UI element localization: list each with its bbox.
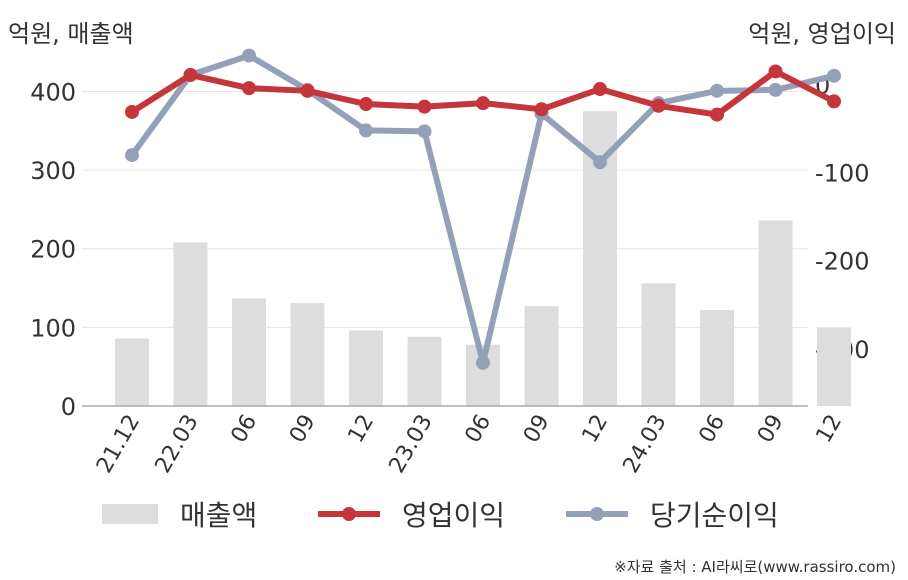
left-tick-label: 300 [30,157,76,185]
left-tick-label: 100 [30,314,76,342]
net-point [359,123,373,138]
legend-swatch-revenue [102,504,158,524]
x-tick-label: 24.03 [619,411,672,478]
operating-point [476,96,490,111]
legend-label-revenue: 매출액 [180,499,258,532]
operating-point [534,102,549,117]
revenue-bar [524,306,559,406]
revenue-bar [641,283,676,406]
legend-swatch-net [566,507,628,521]
x-tick-label: 09 [285,411,321,448]
operating-point [710,107,724,122]
revenue-bar [232,298,266,406]
x-tick-label: 09 [519,411,555,448]
right-axis-unit: 억원, 영업이익 [748,20,896,48]
left-axis-unit: 억원, 매출액 [8,20,134,48]
operating-point [242,81,256,96]
revenue-bar [407,336,442,406]
x-tick-label: 12 [344,411,380,448]
net-point [125,148,139,163]
revenue-bar [173,242,208,406]
x-tick-label: 06 [695,411,731,448]
net-point [827,68,841,83]
left-tick-label: 400 [30,78,76,106]
revenue-bar [758,220,793,406]
left-tick-label: 200 [30,236,76,264]
operating-point [593,82,607,97]
combo-chart: 01002003004000-100-200-30021.1222.030609… [30,48,869,478]
operating-point [300,83,315,98]
x-tick-label: 12 [578,411,614,448]
source-credit: ※자료 출처 : AI라씨로(www.rassiro.com) [614,558,896,576]
revenue-bar [817,327,851,406]
operating-point [827,94,841,109]
x-tick-label: 09 [753,411,789,448]
x-tick-label: 21.12 [92,411,145,478]
x-tick-label: 06 [461,411,497,448]
operating-point [651,98,666,113]
x-tick-label: 22.03 [151,411,204,478]
operating-point [359,97,373,112]
legend-label-operating: 영업이익 [402,499,506,532]
revenue-bar [349,330,383,406]
revenue-bar [700,310,734,406]
net-point [476,355,490,370]
net-point [242,48,256,63]
legend-item-revenue[interactable]: 매출액 [102,492,257,536]
right-tick-label: -200 [815,248,869,276]
net-point [710,83,724,98]
operating-point [125,104,139,119]
left-tick-label: 0 [61,393,76,421]
operating-point [768,64,783,79]
revenue-bar [115,338,149,406]
x-tick-label: 12 [812,411,848,448]
x-tick-label: 06 [227,411,263,448]
revenue-bar [290,302,325,406]
chart-legend: 매출액 영업이익 당기순이익 [0,492,908,536]
legend-swatch-operating [318,507,380,521]
operating-point [183,67,198,82]
legend-item-operating[interactable]: 영업이익 [318,492,505,536]
operating-point [417,99,432,114]
net-point [593,155,607,170]
right-tick-label: -100 [815,160,869,188]
net-point [768,82,783,97]
net-point [417,124,432,139]
legend-label-net: 당기순이익 [650,499,779,532]
x-tick-label: 23.03 [385,411,438,478]
legend-item-net[interactable]: 당기순이익 [566,492,779,536]
